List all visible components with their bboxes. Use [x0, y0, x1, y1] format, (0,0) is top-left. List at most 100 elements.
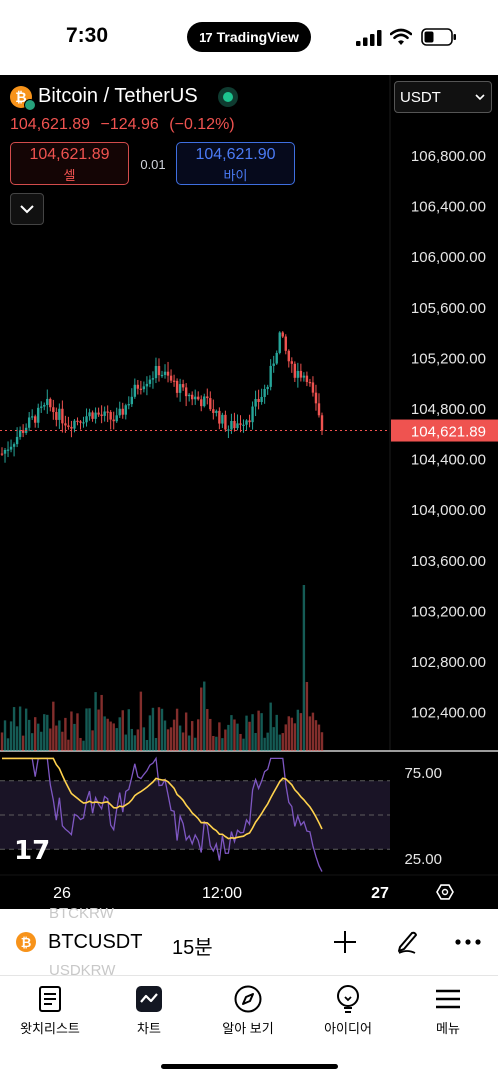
candle-body [37, 407, 40, 423]
volume-bar [34, 717, 37, 751]
candle-body [284, 336, 287, 351]
price-axis-tick: 104,000.00 [411, 502, 486, 519]
volume-bar [151, 707, 155, 751]
volume-bar [49, 728, 52, 751]
collapse-legend-button[interactable] [10, 193, 44, 225]
currency-select-value: USDT [400, 88, 441, 106]
volume-bar [37, 723, 40, 751]
symbol-header[interactable]: ₿ Bitcoin / TetherUS [10, 85, 238, 111]
candle-body [320, 415, 324, 431]
candle-body [160, 374, 164, 377]
chart-settings-icon-center [441, 888, 449, 896]
tab-label: 차트 [137, 1021, 161, 1036]
volume-bar [103, 716, 106, 751]
volume-bar [194, 737, 197, 751]
volume-bar [227, 724, 230, 751]
candle-body [142, 386, 146, 390]
tradingview-logo-icon: 17 [199, 29, 213, 45]
volume-bar [266, 732, 269, 751]
volume-bar [58, 720, 61, 751]
drawing-tools-button[interactable] [392, 927, 422, 957]
candle-body [3, 449, 7, 454]
volume-bar [139, 691, 143, 751]
watchlist-ghost-item: USDKRW [49, 962, 116, 979]
volume-bar [61, 731, 64, 751]
status-time: 7:30 [66, 24, 109, 47]
tab-explore[interactable]: 알아 보기 [198, 984, 298, 1037]
volume-bar [200, 687, 203, 751]
candle-body [281, 332, 284, 337]
sell-button[interactable]: 104,621.89 셀 [10, 142, 129, 185]
rsi-line [2, 756, 323, 872]
candle-body [254, 398, 257, 407]
buy-button[interactable]: 104,621.90 바이 [176, 142, 295, 185]
volume-bar [127, 709, 130, 751]
candle-body [224, 414, 227, 430]
tab-watchlist[interactable]: 왓치리스트 [0, 984, 100, 1037]
app-badge: 17 TradingView [187, 22, 311, 52]
candle-body [302, 375, 306, 378]
candle-body [248, 420, 251, 423]
candle-body [58, 408, 61, 420]
plus-icon [334, 931, 356, 953]
tab-chart[interactable]: 차트 [99, 984, 199, 1037]
symbol-name[interactable]: Bitcoin / TetherUS [38, 85, 198, 107]
candle-body [100, 414, 103, 416]
volume-bar [115, 728, 118, 751]
chevron-down-icon [475, 93, 485, 100]
price-chart[interactable]: 106,800.00 106,400.00 106,000.00 105,600.00… [0, 75, 498, 909]
chart-icon [136, 986, 162, 1012]
time-axis-tick: 12:00 [202, 885, 242, 902]
candle-body [296, 370, 300, 378]
volume-bar [233, 719, 236, 751]
add-button[interactable] [330, 927, 360, 957]
volume-bar [160, 708, 164, 751]
currency-select[interactable]: USDT [394, 81, 492, 113]
candle-body [293, 363, 297, 378]
volume-bar [76, 713, 79, 751]
volume-bar [46, 714, 49, 751]
candle-body [311, 382, 315, 393]
last-price: 104,621.89 [10, 116, 91, 133]
tab-label: 왓치리스트 [20, 1021, 80, 1036]
chart-settings-icon [436, 884, 454, 900]
candle-body [317, 403, 321, 416]
volume-bar [154, 737, 158, 751]
price-axis-tick: 104,800.00 [411, 401, 486, 418]
tab-ideas[interactable]: 아이디어 [298, 984, 398, 1037]
candle-body [178, 384, 182, 393]
candle-body [112, 419, 115, 422]
toolbar-symbol[interactable]: BTCUSDT [48, 931, 143, 953]
more-dots-icon [455, 939, 481, 945]
candle-body [290, 361, 294, 364]
volume-bar [209, 718, 212, 751]
candle-body [148, 379, 152, 384]
volume-bar [70, 711, 73, 751]
toolbar-interval[interactable]: 15분 [172, 937, 213, 959]
volume-bar [275, 714, 278, 751]
chart-screen[interactable]: 106,800.00 106,400.00 106,000.00 105,600.00… [0, 75, 498, 909]
candle-body [73, 420, 76, 429]
candle-body [6, 449, 10, 451]
volume-bar [121, 710, 124, 751]
candle-body [27, 417, 31, 428]
volume-bar [296, 709, 300, 751]
tab-label: 알아 보기 [222, 1021, 274, 1036]
volume-bar [130, 728, 134, 751]
volume-bar [187, 735, 191, 751]
candle-body [227, 429, 230, 431]
volume-bar [248, 721, 251, 751]
rsi-axis-tick: 75.00 [404, 765, 442, 782]
volume-bar [293, 723, 297, 751]
buy-label: 바이 [223, 168, 248, 183]
more-button[interactable] [453, 927, 483, 957]
tradingview-watermark-icon: 17 [14, 836, 50, 866]
tab-menu[interactable]: 메뉴 [398, 984, 498, 1037]
candle-body [67, 425, 70, 427]
candle-body [194, 396, 197, 400]
volume-bar [27, 719, 31, 751]
candle-body [0, 453, 4, 455]
volume-bar [169, 727, 173, 751]
volume-bar [197, 719, 200, 751]
candle-body [190, 394, 194, 400]
